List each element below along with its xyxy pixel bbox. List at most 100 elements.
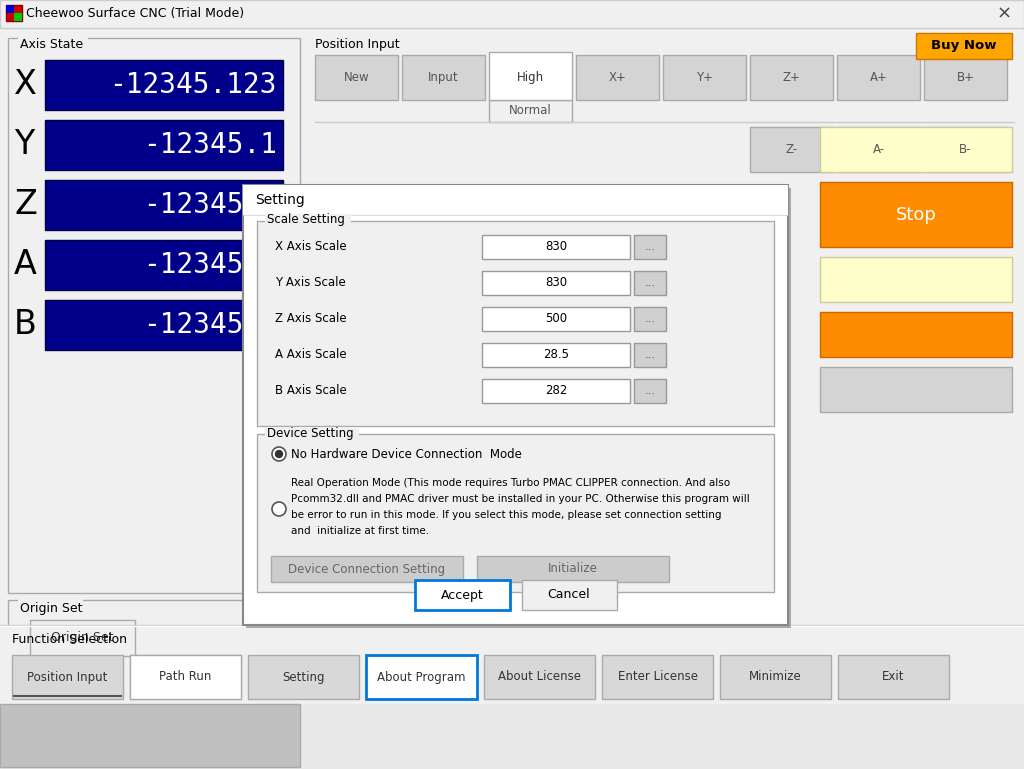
Bar xyxy=(0,704,1024,769)
Bar xyxy=(243,185,788,215)
Text: X Axis Scale: X Axis Scale xyxy=(275,239,347,252)
Text: ...: ... xyxy=(644,386,655,396)
Text: 500: 500 xyxy=(545,312,567,325)
Bar xyxy=(45,240,283,290)
Bar xyxy=(0,704,300,767)
Text: Function Selection: Function Selection xyxy=(12,633,127,646)
Bar xyxy=(820,367,1012,412)
Bar xyxy=(720,655,831,699)
Bar xyxy=(924,55,1007,100)
Text: -12345.1: -12345.1 xyxy=(143,311,278,339)
Bar xyxy=(8,38,300,593)
Text: Enter License: Enter License xyxy=(617,671,697,684)
Bar xyxy=(837,55,920,100)
Text: Normal: Normal xyxy=(509,105,552,118)
Text: Y: Y xyxy=(14,128,34,161)
Text: -12345.1: -12345.1 xyxy=(143,251,278,279)
Bar xyxy=(130,655,241,699)
Bar xyxy=(257,221,774,426)
Bar xyxy=(820,182,1012,247)
Bar xyxy=(838,655,949,699)
Bar xyxy=(315,55,398,100)
Bar xyxy=(271,556,463,582)
Bar xyxy=(820,312,1012,357)
Text: High: High xyxy=(517,71,544,84)
Bar xyxy=(45,60,283,110)
Text: Device Connection Setting: Device Connection Setting xyxy=(289,562,445,575)
Text: X+: X+ xyxy=(608,71,627,84)
Text: Position Input: Position Input xyxy=(28,671,108,684)
Text: Position Input: Position Input xyxy=(315,38,399,51)
Bar xyxy=(265,427,359,441)
Bar xyxy=(634,271,666,295)
Bar xyxy=(634,343,666,367)
Circle shape xyxy=(275,451,283,458)
Text: Y Axis Scale: Y Axis Scale xyxy=(275,275,346,288)
Bar xyxy=(45,180,283,230)
Text: Path Run: Path Run xyxy=(160,671,212,684)
Bar xyxy=(45,300,283,350)
Bar xyxy=(243,185,788,625)
Text: ...: ... xyxy=(644,350,655,360)
Text: B+: B+ xyxy=(956,71,975,84)
Bar xyxy=(265,214,351,228)
Text: Cancel: Cancel xyxy=(548,588,590,601)
Bar xyxy=(750,55,833,100)
Text: Path Run: Path Run xyxy=(160,671,212,684)
Bar xyxy=(477,556,669,582)
Text: A: A xyxy=(14,248,37,281)
Bar xyxy=(18,34,88,46)
Bar xyxy=(489,100,572,122)
Bar xyxy=(916,33,1012,59)
Text: Z+: Z+ xyxy=(782,71,801,84)
Text: New: New xyxy=(344,71,370,84)
Text: Origin Set: Origin Set xyxy=(20,602,83,615)
Bar xyxy=(0,0,1024,28)
Text: No Hardware Device Connection  Mode: No Hardware Device Connection Mode xyxy=(291,448,522,461)
Bar xyxy=(482,271,630,295)
Text: A Axis Scale: A Axis Scale xyxy=(275,348,347,361)
Bar xyxy=(257,434,774,592)
Text: Z Axis Scale: Z Axis Scale xyxy=(275,311,347,325)
Text: B-: B- xyxy=(959,143,972,156)
Text: ×: × xyxy=(996,5,1012,23)
Text: 28.5: 28.5 xyxy=(543,348,569,361)
Text: 830: 830 xyxy=(545,277,567,289)
Bar xyxy=(489,52,572,100)
Bar xyxy=(575,55,659,100)
Text: Device Setting: Device Setting xyxy=(267,427,353,440)
Text: Real Operation Mode (This mode requires Turbo PMAC CLIPPER connection. And also: Real Operation Mode (This mode requires … xyxy=(291,478,730,488)
Text: Exit: Exit xyxy=(883,671,905,684)
Text: Cheewoo Surface CNC (Trial Mode): Cheewoo Surface CNC (Trial Mode) xyxy=(26,8,244,21)
Text: Axis State: Axis State xyxy=(20,38,83,51)
Text: Input: Input xyxy=(428,71,459,84)
Bar xyxy=(248,655,359,699)
Text: About Program: About Program xyxy=(377,671,466,684)
Text: A+: A+ xyxy=(869,71,888,84)
Text: be error to run in this mode. If you select this mode, please set connection set: be error to run in this mode. If you sel… xyxy=(291,510,722,520)
Text: Minimize: Minimize xyxy=(750,671,802,684)
Text: Y+: Y+ xyxy=(696,71,713,84)
Text: Setting: Setting xyxy=(283,671,325,684)
Bar xyxy=(12,655,123,699)
Bar xyxy=(521,580,616,610)
Text: Origin Set: Origin Set xyxy=(51,631,114,644)
Text: Initialize: Initialize xyxy=(548,562,598,575)
Circle shape xyxy=(272,447,286,461)
Bar xyxy=(0,625,1024,769)
Bar xyxy=(837,127,920,172)
Bar xyxy=(18,596,83,608)
Bar xyxy=(6,5,14,13)
Bar xyxy=(820,127,1012,172)
Text: Stop: Stop xyxy=(896,205,936,224)
Text: -12345.1: -12345.1 xyxy=(143,191,278,219)
Bar xyxy=(634,235,666,259)
Text: Scale Setting: Scale Setting xyxy=(267,214,345,227)
Text: ...: ... xyxy=(644,314,655,324)
Text: ...: ... xyxy=(644,278,655,288)
Bar xyxy=(30,620,135,656)
Bar xyxy=(482,343,630,367)
Bar xyxy=(750,127,833,172)
Bar xyxy=(402,55,485,100)
Text: B Axis Scale: B Axis Scale xyxy=(275,384,347,397)
